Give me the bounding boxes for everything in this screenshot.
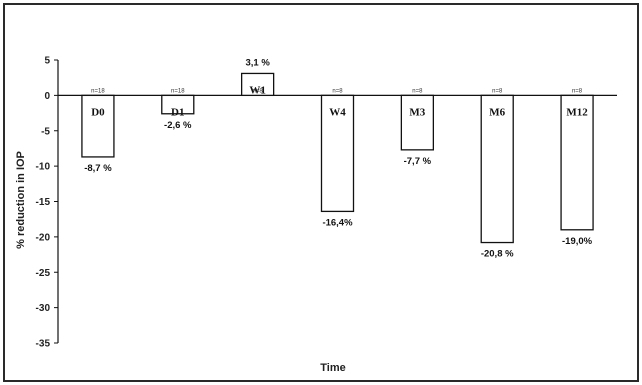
bar: [81, 94, 115, 158]
value-label: -7,7 %: [404, 156, 432, 167]
n-label: n=8: [253, 88, 264, 94]
bar: [161, 94, 195, 115]
category-label: M6: [489, 106, 505, 118]
bar: [480, 94, 514, 244]
category-label: M12: [566, 106, 588, 118]
value-label: -20,8 %: [481, 249, 514, 260]
y-tick-label: -25: [36, 268, 51, 279]
n-label: n=18: [91, 88, 105, 94]
n-label: n=8: [412, 88, 423, 94]
value-label: 3,1 %: [245, 57, 270, 68]
n-label: n=8: [572, 88, 583, 94]
category-label: W1: [249, 84, 266, 96]
y-axis-title: % reduction in IOP: [15, 151, 27, 249]
bar: [240, 72, 275, 97]
value-label: -8,7 %: [84, 163, 112, 174]
y-tick-label: -5: [41, 126, 50, 137]
n-label: n=18: [171, 88, 185, 94]
category-label: M3: [409, 106, 425, 118]
bar: [400, 94, 435, 151]
y-tick-label: -35: [36, 339, 51, 350]
n-label: n=8: [492, 88, 503, 94]
y-tick-label: -15: [36, 197, 51, 208]
y-tick-label: -30: [36, 303, 51, 314]
x-axis-title: Time: [320, 362, 345, 374]
bar: [320, 94, 355, 213]
value-label: -2,6 %: [164, 120, 192, 131]
category-label: D0: [91, 106, 105, 118]
n-label: n=8: [332, 88, 343, 94]
y-tick-label: -20: [36, 232, 51, 243]
y-tick-label: -10: [36, 162, 51, 173]
category-label: D1: [171, 106, 184, 118]
value-label: -19,0%: [562, 236, 593, 247]
category-label: W4: [329, 106, 346, 118]
bar: [560, 94, 594, 231]
value-label: -16,4%: [322, 217, 353, 228]
y-tick-label: 5: [44, 56, 50, 67]
y-tick-label: 0: [44, 91, 50, 102]
